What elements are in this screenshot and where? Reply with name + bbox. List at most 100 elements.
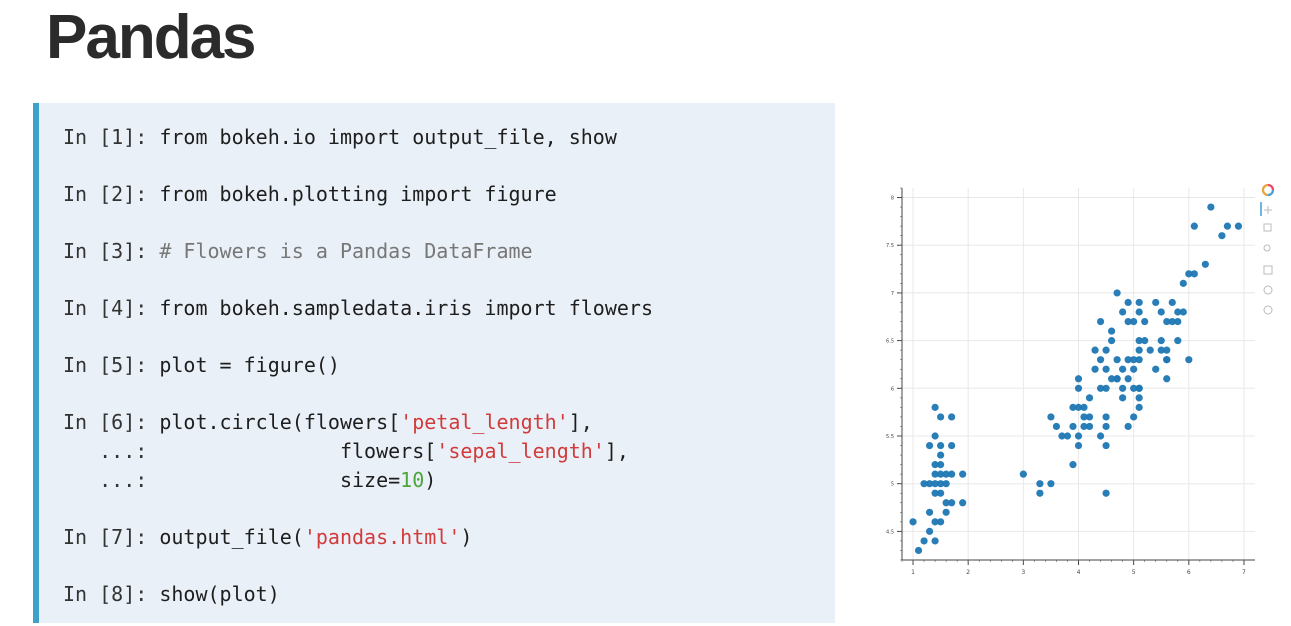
data-point [1102, 365, 1110, 373]
data-point [931, 537, 939, 545]
code-line: In [7]: output_file('pandas.html') [63, 525, 472, 549]
data-point [1113, 289, 1121, 297]
x-tick-label: 5 [1132, 569, 1136, 576]
data-point [1102, 489, 1110, 497]
cell-prompt: ...: [63, 439, 160, 463]
x-tick-label: 7 [1242, 569, 1246, 576]
code-text: ], [568, 410, 593, 434]
data-point [1163, 346, 1171, 354]
data-point [1135, 346, 1143, 354]
code-text: ) [460, 525, 473, 549]
code-line: In [5]: plot = figure() [63, 353, 340, 377]
data-point [1130, 413, 1138, 421]
data-point [1119, 365, 1127, 373]
y-tick-label: 7.5 [886, 243, 894, 249]
data-point [1119, 384, 1127, 392]
y-tick-label: 4.5 [886, 529, 894, 535]
data-point [1163, 317, 1171, 326]
data-point [1102, 422, 1110, 431]
cell-prompt: In [7]: [63, 525, 160, 549]
data-point [1135, 298, 1143, 307]
data-point [1124, 375, 1132, 383]
data-point [937, 461, 945, 469]
data-point [1124, 356, 1132, 364]
bokeh-logo-icon [1261, 183, 1275, 197]
data-point [1124, 298, 1132, 307]
code-line: In [8]: show(plot) [63, 582, 280, 606]
data-point [1107, 337, 1116, 345]
code-comment: # Flowers is a Pandas DataFrame [159, 239, 533, 263]
data-point [1135, 394, 1143, 402]
data-point [1152, 365, 1160, 373]
data-point [1130, 365, 1138, 373]
cell-prompt: In [3]: [63, 239, 160, 263]
code-text: from bokeh.plotting import figure [159, 182, 557, 206]
code-text: plot = figure() [159, 353, 340, 377]
data-point [937, 518, 945, 526]
data-point [1102, 384, 1110, 392]
string-literal: 'petal_length' [400, 410, 569, 434]
pan-icon [1264, 206, 1272, 214]
data-point [1074, 384, 1083, 392]
data-point [942, 508, 950, 516]
data-point [1190, 222, 1198, 230]
data-point [931, 432, 939, 440]
data-point [1135, 308, 1143, 316]
x-tick-label: 3 [1021, 569, 1025, 576]
data-point [1119, 308, 1127, 316]
data-point [1130, 317, 1138, 326]
data-point [1069, 403, 1077, 411]
data-point [931, 470, 939, 478]
data-point [959, 499, 967, 507]
data-point [1036, 489, 1044, 497]
scatter-plot[interactable]: 1 2 3 4 5 6 7 4.5 5 5.5 6 6.5 7 7.5 8 [865, 180, 1285, 580]
y-tick-label: 6.5 [886, 339, 894, 345]
string-literal: 'sepal_length' [436, 439, 605, 463]
data-point [1102, 346, 1110, 354]
cell-prompt: In [2]: [63, 182, 160, 206]
data-point [1207, 203, 1215, 211]
code-panel: In [1]: from bokeh.io import output_file… [33, 103, 835, 623]
cell-prompt: In [4]: [63, 296, 160, 320]
code-text: flowers[ [159, 439, 437, 463]
data-point [1096, 384, 1105, 392]
data-point [1047, 480, 1055, 488]
cell-prompt: In [6]: [63, 410, 160, 434]
data-point [937, 413, 945, 421]
data-point [1135, 356, 1143, 364]
data-point [925, 441, 934, 450]
data-point [1157, 337, 1165, 345]
data-point [1107, 327, 1116, 335]
help-icon [1263, 305, 1273, 315]
data-point [909, 518, 917, 526]
data-point [931, 489, 939, 497]
data-point [1091, 346, 1099, 354]
y-tick-label: 6 [891, 386, 894, 392]
data-point [1152, 298, 1160, 307]
data-point [1141, 337, 1149, 345]
cell-prompt: ...: [63, 468, 160, 492]
data-point [1185, 356, 1193, 364]
data-point [931, 480, 939, 488]
data-point [1074, 441, 1083, 450]
data-point [948, 470, 956, 478]
data-point [1174, 308, 1182, 316]
data-point [1058, 432, 1066, 440]
cell-prompt: In [5]: [63, 353, 160, 377]
data-point [937, 470, 945, 478]
data-point [1052, 422, 1061, 431]
cell-prompt: In [1]: [63, 125, 160, 149]
number-literal: 10 [400, 468, 425, 492]
data-point [948, 413, 956, 421]
y-tick-label: 5.5 [886, 434, 894, 440]
data-point [920, 480, 928, 488]
data-point [1085, 394, 1094, 402]
data-point [1163, 356, 1171, 364]
data-point [1130, 356, 1138, 364]
data-point [948, 499, 956, 507]
data-point [1113, 375, 1121, 383]
data-point [1091, 365, 1099, 373]
data-point [1113, 356, 1121, 364]
data-point [1223, 222, 1232, 230]
data-point [1074, 403, 1083, 411]
